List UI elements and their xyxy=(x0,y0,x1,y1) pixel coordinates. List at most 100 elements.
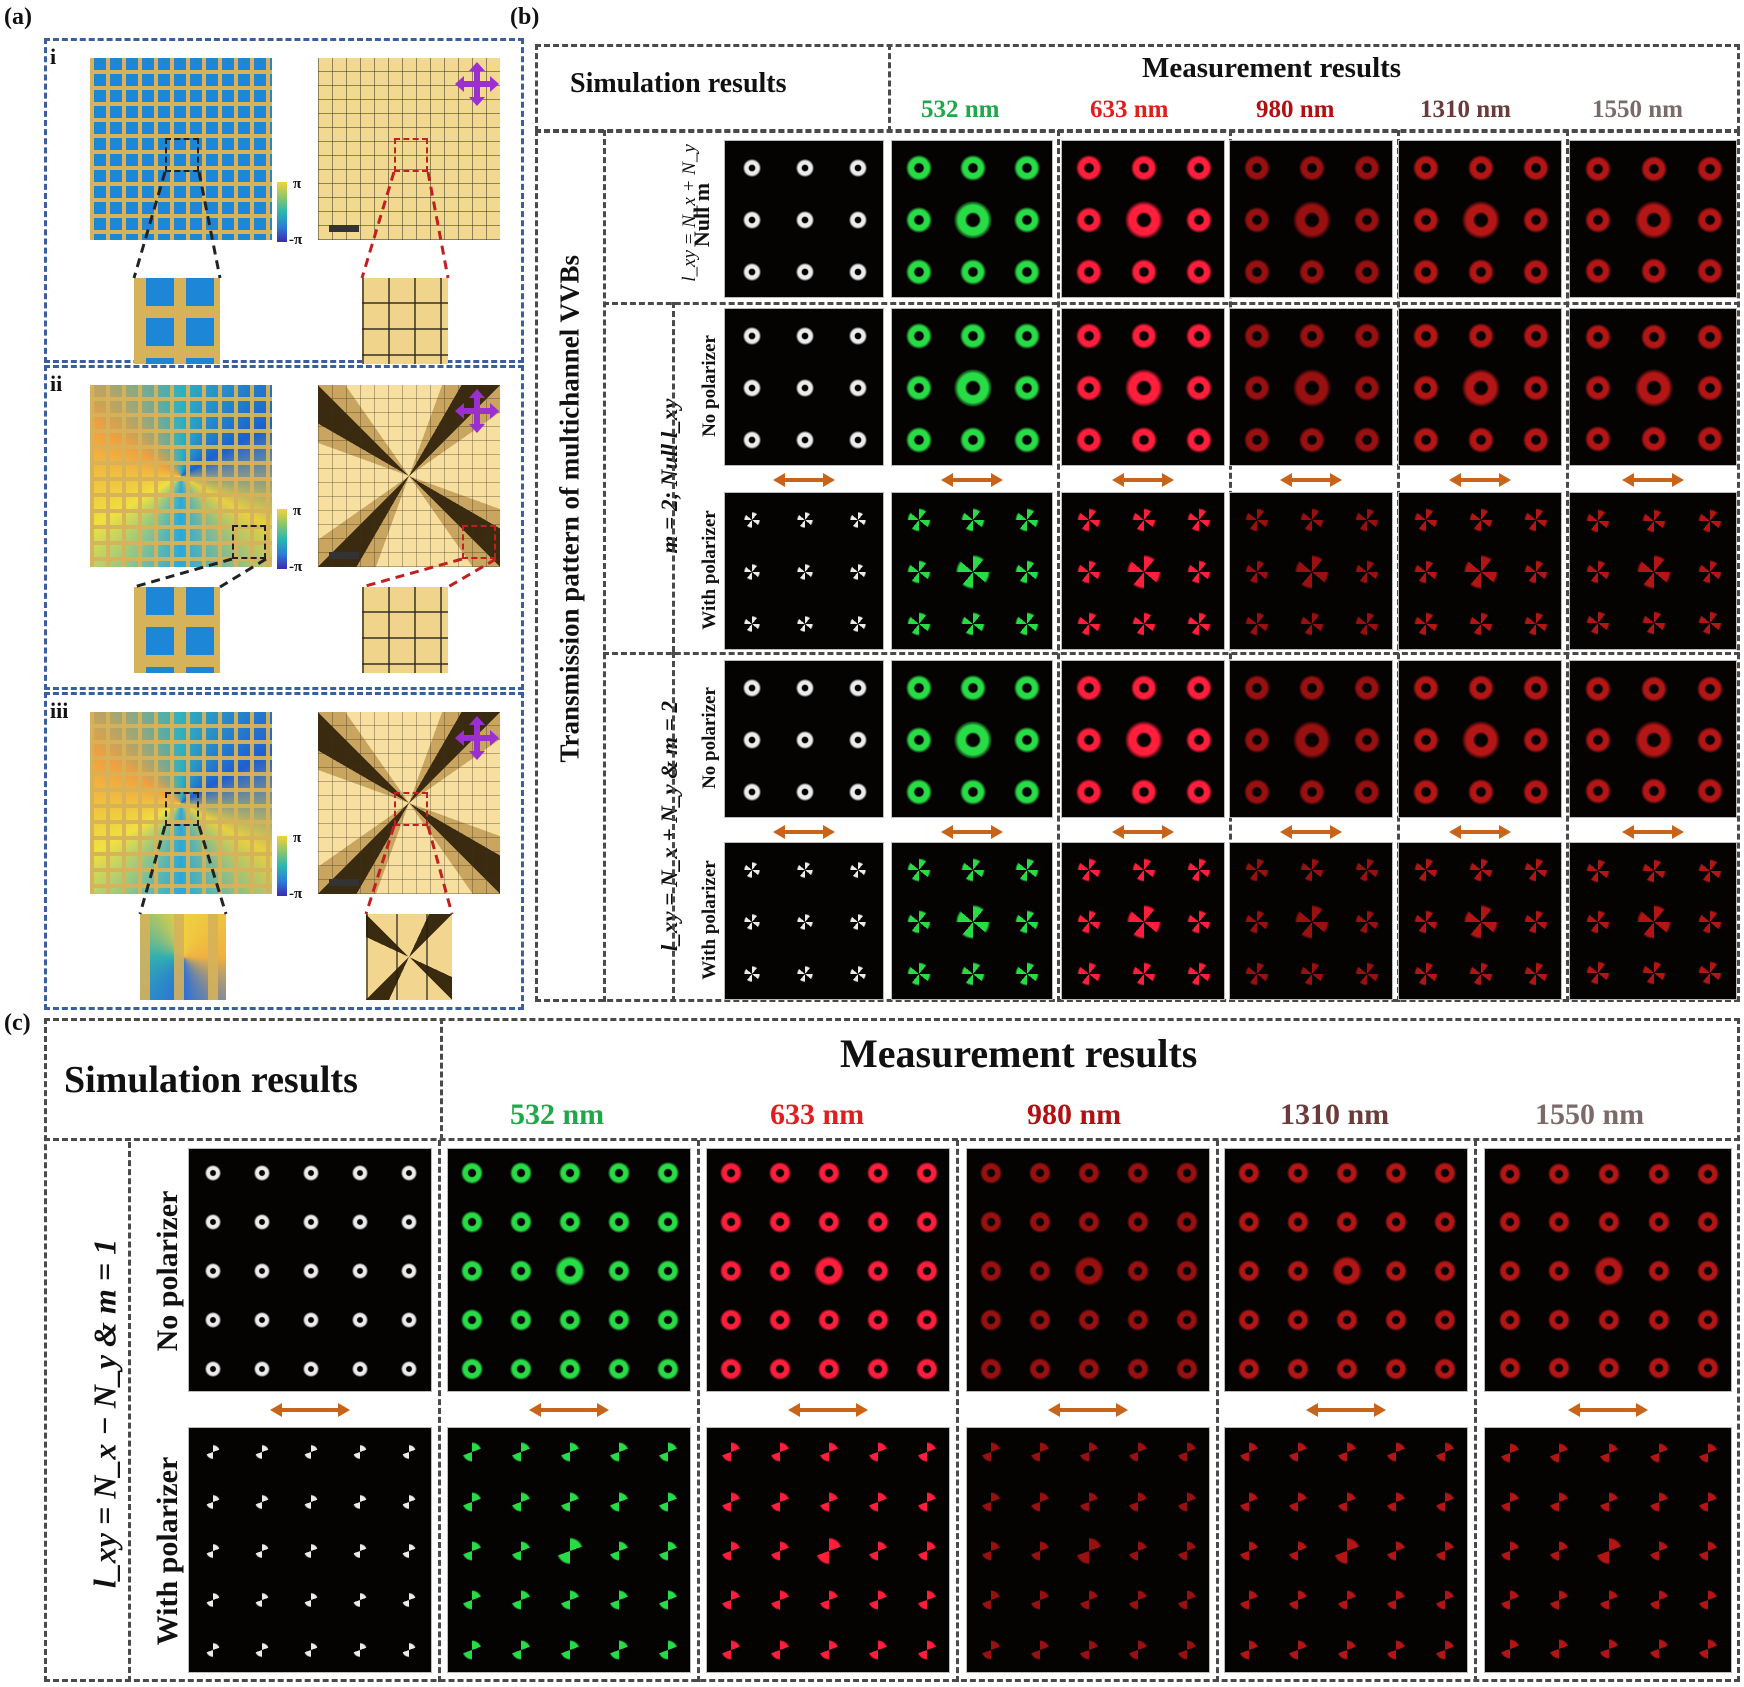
beam-spot xyxy=(1498,1441,1521,1464)
zoom-region-box xyxy=(165,138,199,172)
beam-spot xyxy=(954,903,992,941)
beam-spot xyxy=(1185,426,1212,453)
beam-spot xyxy=(400,1444,417,1461)
beam-spot xyxy=(906,675,932,701)
zoom-region-box xyxy=(165,792,199,826)
beam-spot xyxy=(1548,1589,1571,1612)
beam-spot xyxy=(960,675,986,701)
beam-spot xyxy=(1548,1638,1571,1661)
beam-spot xyxy=(461,1162,484,1185)
beam-spot xyxy=(1175,1638,1198,1661)
sub-divider xyxy=(672,652,675,1002)
beam-spot xyxy=(1299,426,1325,453)
beam-spot xyxy=(351,1592,368,1609)
beam-spot xyxy=(1585,375,1611,401)
beam-spot xyxy=(1647,1589,1670,1612)
beam-spot xyxy=(1598,1589,1620,1612)
beam-spot xyxy=(1185,778,1212,805)
beam-spot xyxy=(400,1214,417,1231)
beam-spot xyxy=(796,263,814,282)
beam-spot xyxy=(1299,610,1325,637)
beam-spot xyxy=(254,1641,271,1658)
beam-spot xyxy=(866,1260,889,1282)
beam-spot xyxy=(742,326,761,345)
beam-spot xyxy=(1014,909,1040,935)
beam-spot xyxy=(1697,508,1723,534)
phase-colorbar xyxy=(277,509,287,569)
beam-spot xyxy=(1635,721,1673,759)
beam-spot xyxy=(1548,1540,1571,1562)
beam-spot xyxy=(1244,155,1271,182)
beam-spot xyxy=(1594,1256,1624,1286)
beam-spot xyxy=(1697,207,1723,233)
beam-spot xyxy=(559,1162,581,1185)
beam-spot xyxy=(1548,1211,1571,1234)
beam-spot xyxy=(1353,610,1380,637)
beam-spot xyxy=(1029,1589,1052,1612)
measurement-pattern-tile xyxy=(706,1427,950,1673)
beam-spot xyxy=(742,615,761,634)
measurement-pattern-tile xyxy=(1569,308,1737,466)
beam-spot xyxy=(1641,858,1667,884)
beam-spot xyxy=(1029,1308,1052,1331)
beam-spot xyxy=(796,913,814,931)
beam-spot xyxy=(1078,1490,1100,1513)
beam-spot xyxy=(915,1441,938,1464)
beam-spot xyxy=(1468,155,1494,182)
beam-spot xyxy=(1498,1589,1521,1612)
beam-spot xyxy=(1014,559,1040,585)
beam-spot xyxy=(906,909,932,935)
phase-colorbar xyxy=(277,836,287,896)
beam-spot xyxy=(351,1444,368,1461)
beam-spot xyxy=(1131,507,1157,534)
beam-spot xyxy=(1332,1536,1362,1566)
beam-spot xyxy=(906,155,932,181)
beam-spot xyxy=(742,158,761,177)
zoom-region-box xyxy=(394,138,428,172)
beam-spot xyxy=(1641,426,1667,452)
beam-spot xyxy=(1126,1441,1149,1464)
beam-spot xyxy=(254,1311,271,1328)
beam-spot xyxy=(510,1162,533,1185)
beam-spot xyxy=(1336,1490,1358,1513)
beam-spot xyxy=(906,207,932,233)
beam-spot xyxy=(960,427,986,453)
beam-spot xyxy=(351,1165,368,1182)
beam-spot xyxy=(849,211,868,229)
beam-spot xyxy=(1641,258,1667,284)
beam-spot xyxy=(1076,778,1103,805)
beam-spot xyxy=(1126,1357,1149,1380)
beam-spot xyxy=(742,379,761,397)
beam-spot xyxy=(1125,369,1163,407)
panel-a-row-frame xyxy=(44,365,524,690)
beam-spot xyxy=(1076,207,1103,233)
beam-spot xyxy=(1353,155,1380,182)
phase-map-simulation xyxy=(90,58,272,240)
column-divider xyxy=(438,1140,441,1682)
beam-spot xyxy=(1635,553,1673,591)
beam-spot xyxy=(849,379,868,397)
beam-spot xyxy=(1647,1260,1670,1282)
beam-spot xyxy=(205,1543,222,1559)
beam-spot xyxy=(1287,1441,1310,1464)
wavelength-label-1550-nm: 1550 nm xyxy=(1535,1098,1645,1131)
measurement-pattern-tile xyxy=(1224,1148,1468,1392)
beam-spot xyxy=(1598,1211,1620,1234)
wavelength-label-980-nm: 980 nm xyxy=(1027,1098,1122,1131)
beam-spot xyxy=(1353,960,1380,987)
beam-spot xyxy=(1353,375,1380,401)
beam-spot xyxy=(1076,507,1103,534)
beam-spot xyxy=(980,1357,1003,1380)
beam-spot xyxy=(742,563,761,581)
beam-spot xyxy=(1697,375,1723,401)
beam-spot xyxy=(1697,1441,1720,1464)
beam-spot xyxy=(400,1543,417,1559)
beam-spot xyxy=(906,427,932,453)
beam-spot xyxy=(1131,857,1157,884)
beam-spot xyxy=(980,1260,1003,1282)
beam-spot xyxy=(656,1441,679,1464)
panel-b-label-divider xyxy=(603,130,606,1002)
beam-spot xyxy=(980,1441,1003,1464)
beam-spot xyxy=(866,1540,889,1562)
beam-spot xyxy=(303,1214,319,1231)
